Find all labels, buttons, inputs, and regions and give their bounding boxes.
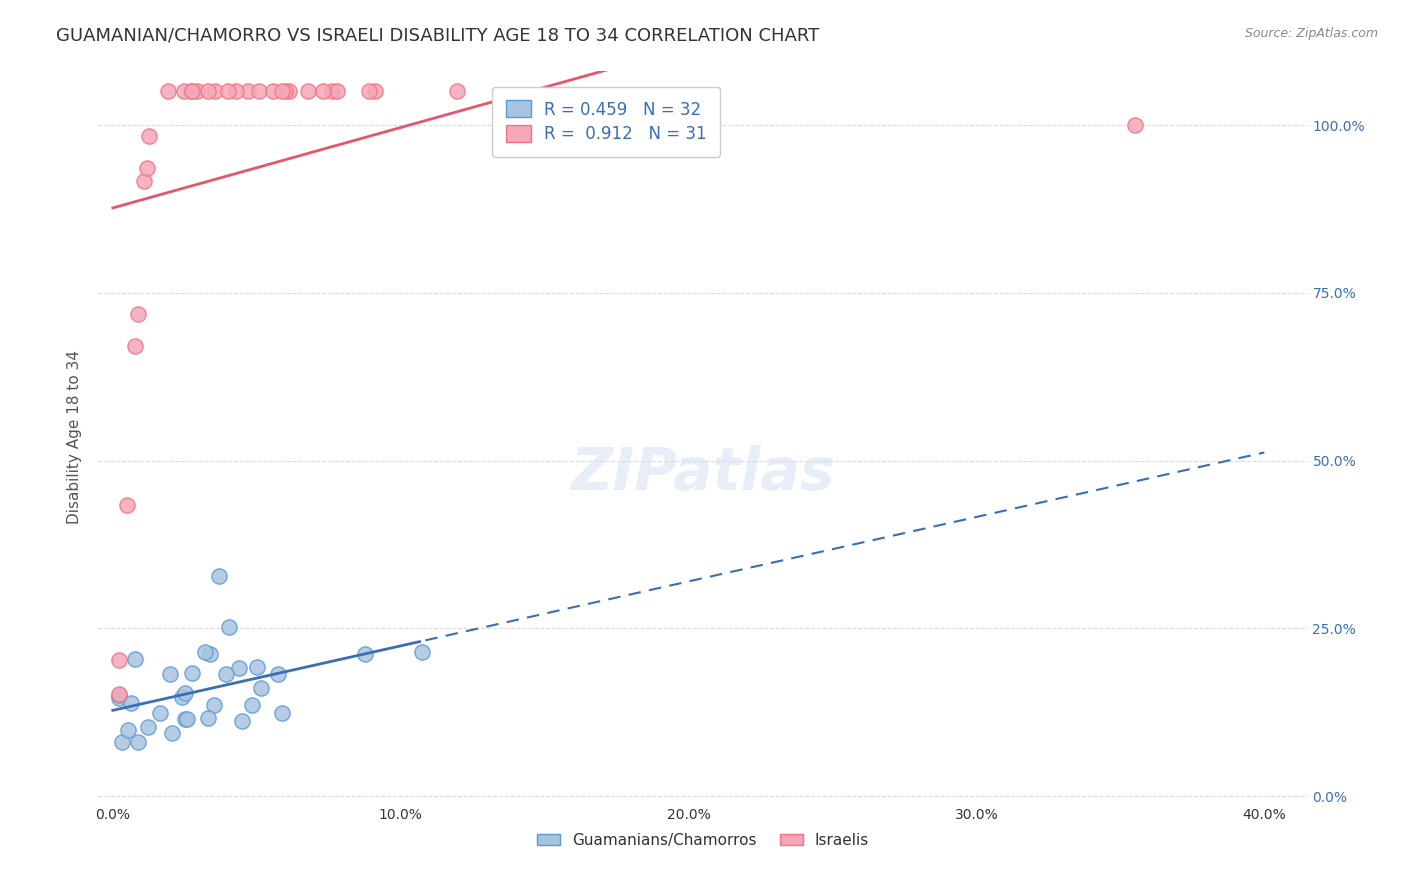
Point — [202, 698, 225, 712]
Point — [411, 645, 433, 659]
Point — [160, 726, 183, 740]
Point — [138, 128, 160, 143]
Point — [156, 85, 179, 99]
Point — [172, 690, 194, 705]
Point — [127, 307, 149, 321]
Point — [174, 713, 197, 727]
Point — [127, 735, 149, 749]
Point — [274, 85, 297, 99]
Point — [321, 85, 343, 99]
Legend: Guamanians/Chamorros, Israelis: Guamanians/Chamorros, Israelis — [531, 827, 875, 854]
Point — [176, 712, 198, 726]
Point — [240, 698, 263, 712]
Point — [228, 661, 250, 675]
Point — [446, 85, 468, 99]
Point — [1123, 118, 1146, 132]
Point — [217, 85, 239, 99]
Point — [277, 85, 299, 99]
Point — [186, 85, 208, 99]
Point — [136, 719, 159, 733]
Point — [159, 667, 181, 681]
Point — [271, 85, 294, 99]
Point — [353, 647, 375, 661]
Point — [208, 569, 231, 583]
Point — [247, 85, 270, 99]
Point — [124, 339, 146, 353]
Point — [173, 85, 195, 99]
Point — [115, 498, 138, 512]
Point — [174, 686, 197, 700]
Point — [297, 85, 319, 99]
Point — [357, 85, 380, 99]
Point — [225, 85, 247, 99]
Point — [215, 667, 238, 681]
Point — [107, 689, 129, 703]
Point — [312, 85, 335, 99]
Point — [121, 696, 143, 710]
Point — [107, 690, 129, 705]
Point — [197, 85, 219, 99]
Point — [266, 667, 288, 681]
Point — [250, 681, 273, 695]
Point — [194, 645, 217, 659]
Point — [326, 85, 349, 99]
Point — [180, 85, 202, 99]
Point — [238, 85, 260, 99]
Point — [218, 620, 240, 634]
Point — [124, 651, 146, 665]
Point — [111, 735, 134, 749]
Point — [135, 161, 157, 176]
Point — [204, 85, 226, 99]
Text: Source: ZipAtlas.com: Source: ZipAtlas.com — [1244, 27, 1378, 40]
Point — [364, 85, 387, 99]
Point — [180, 666, 202, 681]
Point — [270, 706, 292, 720]
Point — [198, 647, 221, 661]
Point — [197, 711, 219, 725]
Text: ZIPatlas: ZIPatlas — [571, 445, 835, 502]
Point — [181, 85, 204, 99]
Y-axis label: Disability Age 18 to 34: Disability Age 18 to 34 — [67, 350, 83, 524]
Point — [149, 706, 172, 720]
Point — [262, 85, 284, 99]
Point — [107, 687, 129, 701]
Point — [107, 653, 129, 667]
Point — [231, 714, 253, 728]
Text: GUAMANIAN/CHAMORRO VS ISRAELI DISABILITY AGE 18 TO 34 CORRELATION CHART: GUAMANIAN/CHAMORRO VS ISRAELI DISABILITY… — [56, 27, 820, 45]
Point — [134, 173, 156, 187]
Point — [246, 660, 269, 674]
Point — [117, 723, 139, 738]
